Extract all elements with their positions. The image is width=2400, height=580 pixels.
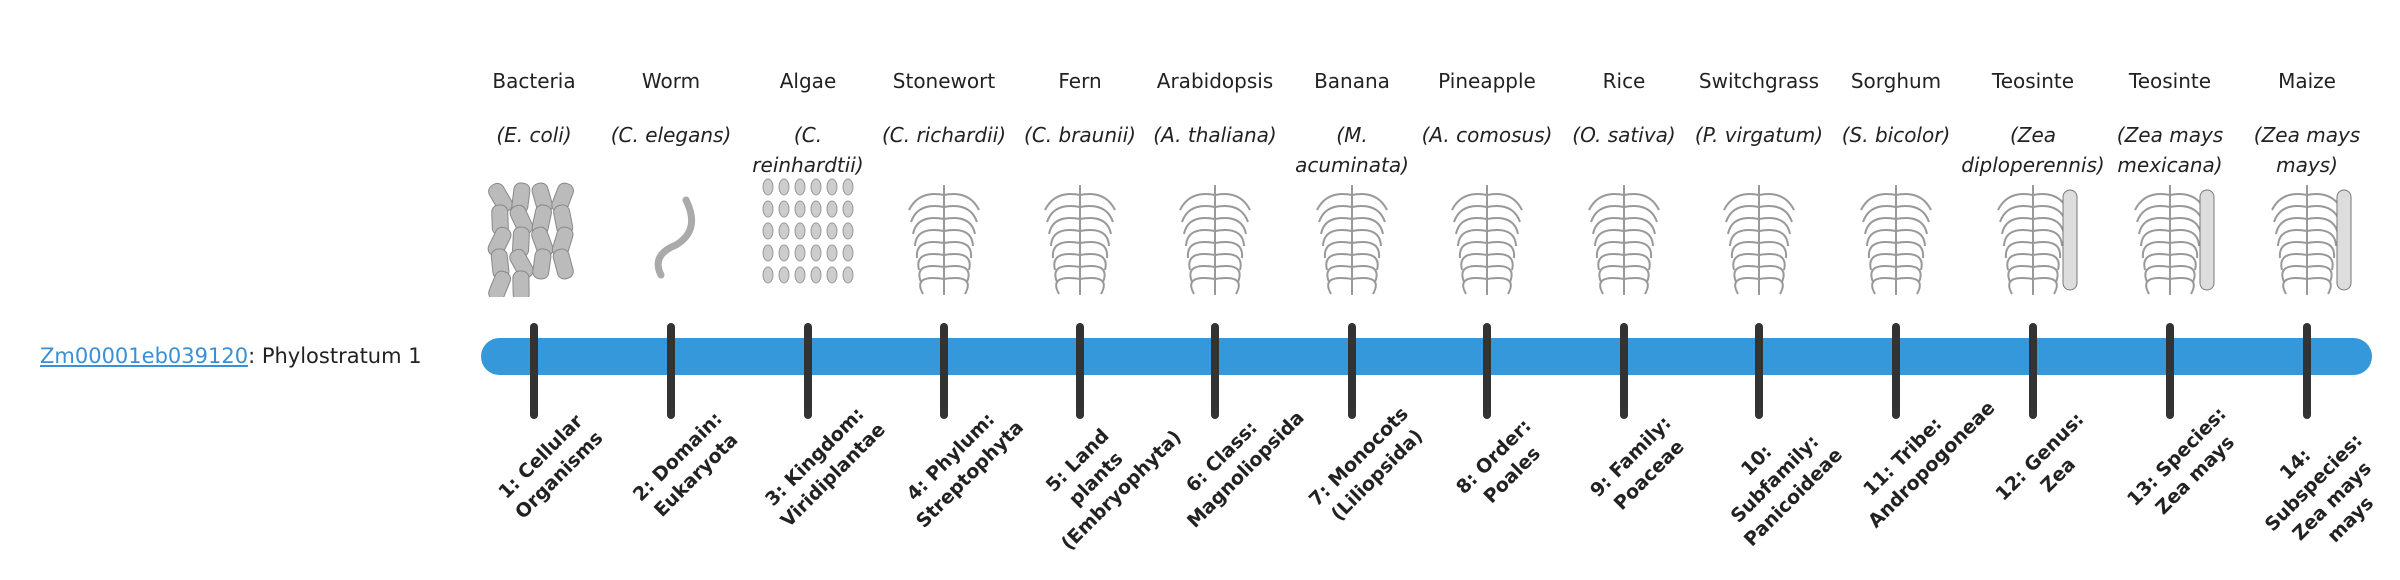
- stratum-label: 2: Domain: Eukaryota: [628, 407, 743, 522]
- scientific-name-text: C. richardii: [889, 123, 999, 147]
- organism-scientific-name: (A. thaliana): [1153, 123, 1277, 147]
- organism-common-name: Bacteria: [492, 69, 576, 93]
- organism-scientific-name: (Zea mays mays): [2253, 123, 2361, 177]
- organism-scientific-name: (C. richardii): [881, 123, 1007, 147]
- organism-scientific-name: (C. elegans): [610, 123, 732, 147]
- stratum-label: 4: Phylum: Streptophyta: [902, 408, 1029, 533]
- organism-common-name: Teosinte: [1991, 69, 2075, 93]
- organism-common-name: Fern: [1058, 69, 1102, 93]
- pineapple-illustration: [1437, 175, 1537, 297]
- scientific-name-text: M. acuminata: [1295, 123, 1402, 177]
- organism-scientific-name: (C. braunii): [1024, 123, 1136, 147]
- stratum-tick: [1348, 323, 1356, 419]
- stratum-label: 7: Monocots (Liliopsida): [1304, 402, 1428, 526]
- organism-scientific-name: (C. reinhardtii): [752, 123, 864, 177]
- gene-label: Zm00001eb039120: Phylostratum 1: [40, 338, 422, 374]
- arabidopsis-illustration: [1165, 175, 1265, 297]
- organism-common-name: Arabidopsis: [1156, 69, 1274, 93]
- stratum-tick: [804, 323, 812, 419]
- scientific-name-text: C. reinhardtii: [752, 123, 856, 177]
- teosinte-illustration: [2120, 175, 2220, 297]
- scientific-name-text: E. coli: [504, 123, 564, 147]
- scientific-name-text: O. sativa: [1580, 123, 1668, 147]
- stratum-label: 10: Subfamily: Panicoideae: [1726, 430, 1847, 551]
- phylostratum-text: : Phylostratum 1: [248, 344, 422, 368]
- organism-common-name: Sorghum: [1850, 69, 1942, 93]
- stratum-tick: [2166, 323, 2174, 419]
- sorghum-illustration: [1846, 175, 1946, 297]
- scientific-name-text: P. virgatum: [1702, 123, 1816, 147]
- organism-common-name: Pineapple: [1438, 69, 1536, 93]
- worm-illustration: [621, 175, 721, 297]
- scientific-name-text: S. bicolor: [1849, 123, 1943, 147]
- organism-common-name: Maize: [2278, 69, 2336, 93]
- organism-common-name: Switchgrass: [1698, 69, 1820, 93]
- stratum-label: 13: Species: Zea mays: [2122, 402, 2239, 519]
- stratum-tick: [667, 323, 675, 419]
- scientific-name-text: Zea mays mays: [2261, 123, 2361, 177]
- organism-scientific-name: (A. comosus): [1421, 123, 1553, 147]
- scientific-name-text: Zea mays mexicana: [2117, 123, 2224, 177]
- organism-common-name: Algae: [779, 69, 837, 93]
- stratum-tick: [940, 323, 948, 419]
- scientific-name-text: Zea diploperennis: [1961, 123, 2097, 177]
- stratum-label: 6: Class: Magnoliopsida: [1181, 406, 1309, 533]
- scientific-name-text: C. braunii: [1031, 123, 1129, 147]
- organism-common-name: Rice: [1602, 69, 1646, 93]
- organism-scientific-name: (Zea mays mexicana): [2116, 123, 2224, 177]
- gene-link[interactable]: Zm00001eb039120: [40, 344, 249, 368]
- banana-illustration: [1302, 175, 1402, 297]
- stratum-label: 5: Land plants (Embryophyta): [1041, 424, 1186, 555]
- organism-common-name: Stonewort: [892, 69, 996, 93]
- organism-common-name: Banana: [1314, 69, 1390, 93]
- stratum-tick: [1483, 323, 1491, 419]
- stratum-tick: [1076, 323, 1084, 419]
- stratum-label: 11: Tribe: Andropogoneae: [1859, 396, 2000, 533]
- stratum-label: 3: Kingdom: Viridiplantae: [761, 403, 890, 532]
- maize-illustration: [2257, 175, 2357, 297]
- stratum-tick: [1892, 323, 1900, 419]
- stratum-label: 12: Genus: Zea: [1991, 408, 2089, 506]
- teosinte-illustration: [1983, 175, 2083, 297]
- organism-scientific-name: (P. virgatum): [1694, 123, 1824, 147]
- fern-illustration: [1030, 175, 1130, 297]
- organism-common-name: Worm: [641, 69, 701, 93]
- organism-scientific-name: (S. bicolor): [1841, 123, 1951, 147]
- stratum-tick: [530, 323, 538, 419]
- stratum-tick: [1755, 323, 1763, 419]
- stratum-label: 1: Cellular Organisms: [494, 410, 608, 524]
- stratum-label: 14: Subspecies: Zea mays mays: [2260, 429, 2379, 548]
- switchgrass-illustration: [1709, 175, 1809, 297]
- phylostrata-bar: [481, 338, 2372, 375]
- organism-scientific-name: (Zea diploperennis): [1961, 123, 2105, 177]
- scientific-name-text: A. thaliana: [1161, 123, 1269, 147]
- stratum-tick: [1620, 323, 1628, 419]
- rice-illustration: [1574, 175, 1674, 297]
- organism-scientific-name: (M. acuminata): [1295, 123, 1409, 177]
- stratum-tick: [1211, 323, 1219, 419]
- bacteria-illustration: [484, 175, 584, 302]
- organism-scientific-name: (E. coli): [496, 123, 572, 147]
- organism-common-name: Teosinte: [2128, 69, 2212, 93]
- scientific-name-text: A. comosus: [1429, 123, 1545, 147]
- stonewort-illustration: [894, 175, 994, 297]
- stratum-tick: [2029, 323, 2037, 419]
- stratum-label: 9: Family: Poaceae: [1585, 411, 1689, 515]
- stratum-tick: [2303, 323, 2311, 419]
- stratum-label: 8: Order: Poales: [1451, 414, 1545, 508]
- organism-scientific-name: (O. sativa): [1572, 123, 1676, 147]
- algae-illustration: [758, 175, 858, 297]
- scientific-name-text: C. elegans: [618, 123, 724, 147]
